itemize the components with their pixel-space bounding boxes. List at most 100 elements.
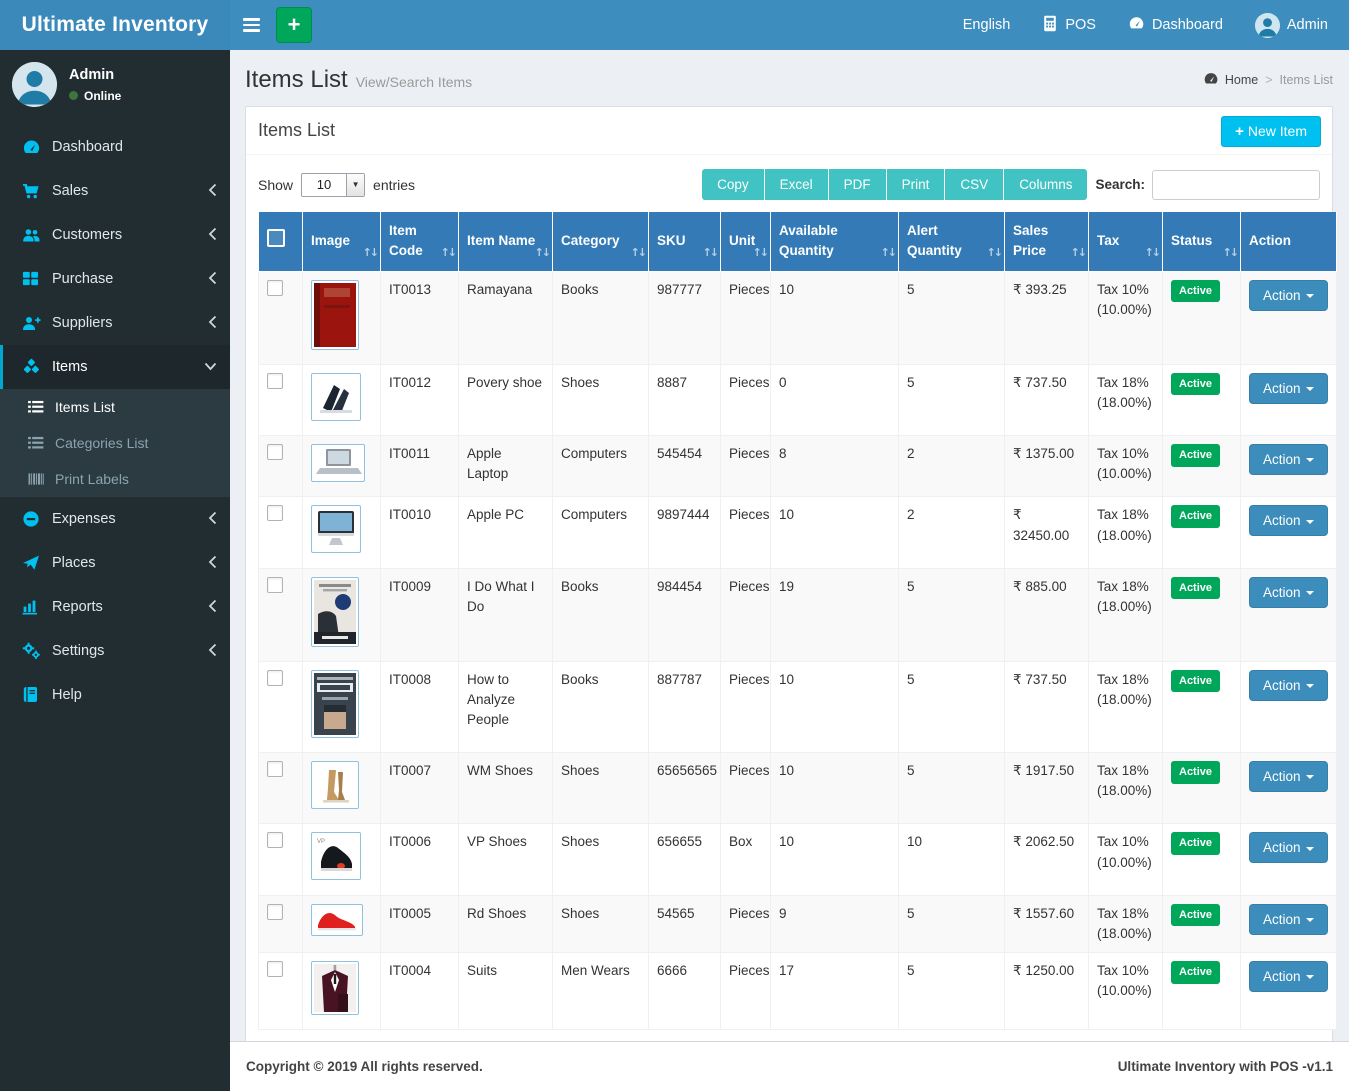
- search-input[interactable]: [1152, 170, 1320, 200]
- chevron-left-icon: [208, 227, 217, 245]
- chevron-left-icon: [208, 183, 217, 201]
- sidebar-item-places[interactable]: Places: [0, 541, 230, 585]
- pos-link[interactable]: POS: [1029, 0, 1109, 50]
- item-name-cell: Ramayana: [459, 271, 553, 364]
- item-category-cell: Computers: [553, 436, 649, 497]
- item-category-cell: Books: [553, 271, 649, 364]
- csv-button[interactable]: CSV: [945, 169, 1004, 200]
- sidebar-item-customers[interactable]: Customers: [0, 213, 230, 257]
- row-checkbox[interactable]: [267, 670, 283, 686]
- item-image-cell: [303, 895, 381, 953]
- column-header-alert-quantity[interactable]: Alert Quantity↑↓: [899, 212, 1005, 271]
- sidebar-item-suppliers[interactable]: Suppliers: [0, 301, 230, 345]
- action-button[interactable]: Action: [1249, 444, 1328, 475]
- row-checkbox[interactable]: [267, 577, 283, 593]
- row-checkbox[interactable]: [267, 373, 283, 389]
- excel-button[interactable]: Excel: [765, 169, 829, 200]
- row-checkbox[interactable]: [267, 280, 283, 296]
- tax-cell: Tax 10%(10.00%): [1089, 436, 1163, 497]
- column-header-item-name[interactable]: Item Name↑↓: [459, 212, 553, 271]
- page-footer: Copyright © 2019 All rights reserved. Ul…: [230, 1041, 1349, 1091]
- sidebar-item-items[interactable]: Items: [0, 345, 230, 389]
- row-checkbox[interactable]: [267, 961, 283, 977]
- breadcrumb-home[interactable]: Home: [1203, 71, 1258, 89]
- column-header-sales-price[interactable]: Sales Price↑↓: [1005, 212, 1089, 271]
- item-unit-cell: Pieces: [721, 953, 771, 1030]
- version-text: Ultimate Inventory with POS -v1.1: [1118, 1059, 1333, 1074]
- caret-down-icon: [1306, 591, 1314, 595]
- sidebar-item-print-labels[interactable]: Print Labels: [0, 461, 230, 497]
- item-category-cell: Books: [553, 661, 649, 752]
- sidebar-item-expenses[interactable]: Expenses: [0, 497, 230, 541]
- action-button[interactable]: Action: [1249, 373, 1328, 404]
- action-button[interactable]: Action: [1249, 761, 1328, 792]
- available-quantity-cell: 10: [771, 661, 899, 752]
- sort-icon: ↑↓: [1223, 245, 1237, 262]
- item-name-cell: How to Analyze People: [459, 661, 553, 752]
- sidebar-item-categories-list[interactable]: Categories List: [0, 425, 230, 461]
- sort-icon: ↑↓: [441, 245, 455, 262]
- sidebar-item-help[interactable]: Help: [0, 673, 230, 717]
- status-cell: Active: [1163, 895, 1241, 953]
- item-image-cell: VP: [303, 824, 381, 895]
- sort-icon: ↑↓: [881, 245, 895, 262]
- status-badge: Active: [1171, 444, 1220, 467]
- column-header-item-code[interactable]: Item Code↑↓: [381, 212, 459, 271]
- sort-icon: ↑↓: [1071, 245, 1085, 262]
- sort-icon: ↑↓: [631, 245, 645, 262]
- sidebar-item-items-list[interactable]: Items List: [0, 389, 230, 425]
- row-checkbox[interactable]: [267, 444, 283, 460]
- caret-down-icon: [1306, 294, 1314, 298]
- copy-button[interactable]: Copy: [702, 169, 765, 200]
- chevron-left-icon: [208, 555, 217, 573]
- language-menu[interactable]: English: [950, 0, 1024, 50]
- action-button[interactable]: Action: [1249, 670, 1328, 701]
- action-button[interactable]: Action: [1249, 904, 1328, 935]
- action-button[interactable]: Action: [1249, 280, 1328, 311]
- row-checkbox[interactable]: [267, 505, 283, 521]
- sidebar-item-settings[interactable]: Settings: [0, 629, 230, 673]
- row-checkbox-cell: [259, 271, 303, 364]
- sidebar-item-sales[interactable]: Sales: [0, 169, 230, 213]
- column-header-sku[interactable]: SKU↑↓: [649, 212, 721, 271]
- item-category-cell: Shoes: [553, 364, 649, 435]
- column-header-unit[interactable]: Unit↑↓: [721, 212, 771, 271]
- item-unit-cell: Pieces: [721, 753, 771, 824]
- table-row: IT0011Apple LaptopComputers545454Pieces8…: [259, 436, 1337, 497]
- dashboard-link[interactable]: Dashboard: [1115, 0, 1236, 50]
- sidebar-item-purchase[interactable]: Purchase: [0, 257, 230, 301]
- row-checkbox[interactable]: [267, 832, 283, 848]
- action-button[interactable]: Action: [1249, 961, 1328, 992]
- pdf-button[interactable]: PDF: [829, 169, 887, 200]
- page-subtitle: View/Search Items: [356, 74, 472, 90]
- column-header-image[interactable]: Image↑↓: [303, 212, 381, 271]
- sidebar-toggle-button[interactable]: [230, 0, 272, 50]
- item-image: [311, 904, 363, 936]
- sidebar-item-reports[interactable]: Reports: [0, 585, 230, 629]
- sidebar-item-dashboard[interactable]: Dashboard: [0, 125, 230, 169]
- item-category-cell: Shoes: [553, 824, 649, 895]
- brand-logo[interactable]: Ultimate Inventory: [0, 0, 230, 50]
- action-button[interactable]: Action: [1249, 577, 1328, 608]
- column-header-tax[interactable]: Tax↑↓: [1089, 212, 1163, 271]
- column-header-category[interactable]: Category↑↓: [553, 212, 649, 271]
- row-checkbox[interactable]: [267, 904, 283, 920]
- action-button[interactable]: Action: [1249, 505, 1328, 536]
- page-length-select[interactable]: 10 ▼: [301, 173, 365, 197]
- online-dot: [69, 91, 78, 100]
- new-item-button[interactable]: +New Item: [1221, 116, 1321, 147]
- chevron-left-icon: [208, 643, 217, 661]
- select-all-checkbox[interactable]: [267, 229, 285, 247]
- print-button[interactable]: Print: [887, 169, 946, 200]
- column-header-available-quantity[interactable]: Available Quantity↑↓: [771, 212, 899, 271]
- items-table: Image↑↓ Item Code↑↓ Item Name↑↓ Category…: [258, 212, 1337, 1030]
- columns-button[interactable]: Columns: [1004, 169, 1087, 200]
- row-checkbox[interactable]: [267, 761, 283, 777]
- user-menu[interactable]: Admin: [1242, 0, 1341, 50]
- action-button[interactable]: Action: [1249, 832, 1328, 863]
- action-cell: Action: [1241, 497, 1337, 568]
- sales-price-cell: ₹ 885.00: [1005, 568, 1089, 661]
- quick-add-button[interactable]: +: [276, 7, 312, 43]
- column-header-status[interactable]: Status↑↓: [1163, 212, 1241, 271]
- sort-icon: ↑↓: [535, 245, 549, 262]
